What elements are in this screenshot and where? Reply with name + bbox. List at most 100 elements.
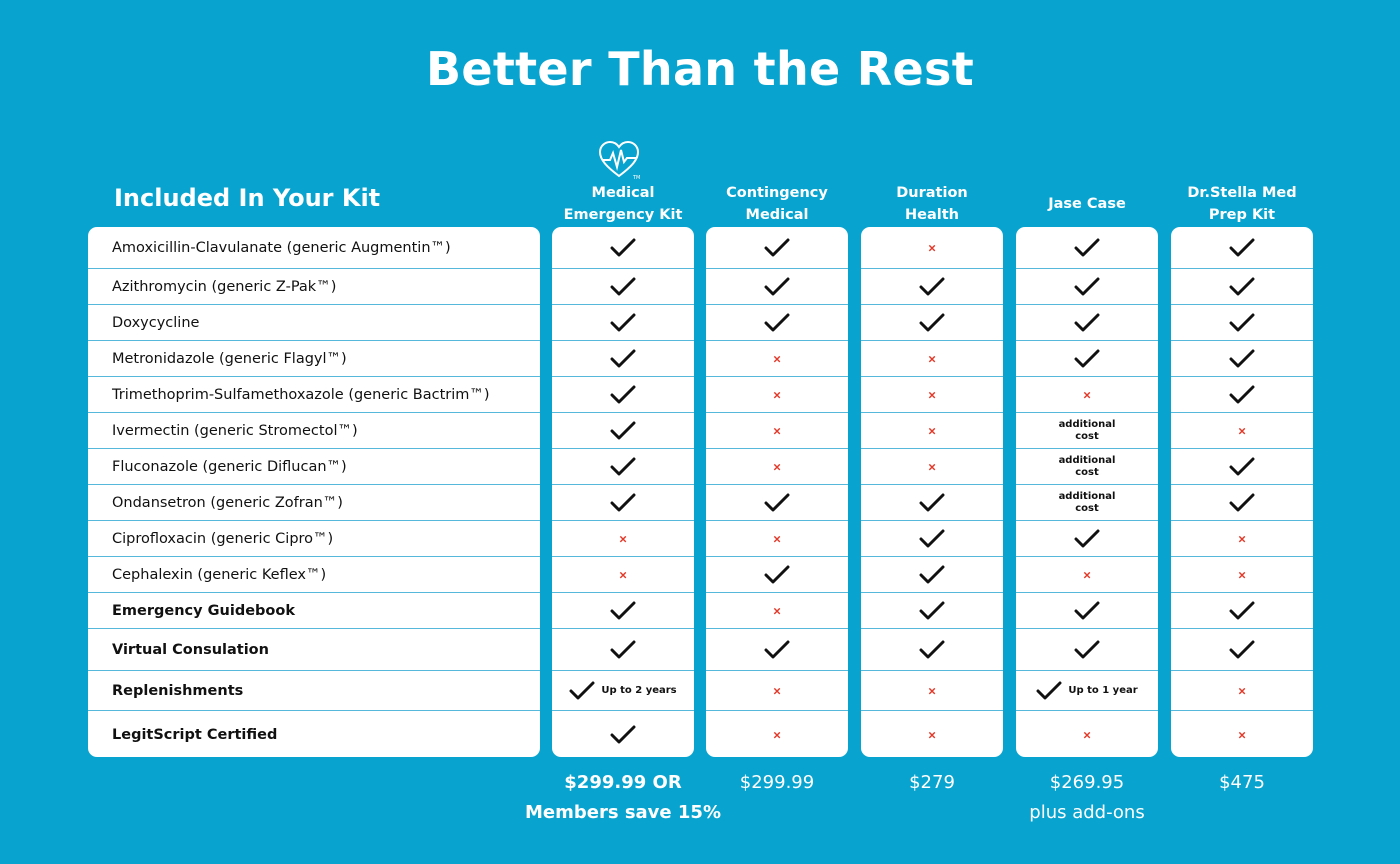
table-row: × — [1171, 670, 1313, 711]
table-row: × — [1016, 556, 1158, 593]
table-row: × — [706, 340, 848, 377]
check-icon — [919, 565, 945, 584]
table-row — [552, 710, 694, 757]
feature-label: LegitScript Certified — [112, 726, 278, 743]
cell-note: additional cost — [1058, 491, 1116, 514]
check-icon — [1074, 640, 1100, 659]
cross-icon: × — [1083, 727, 1091, 742]
cell-note: Up to 2 years — [601, 685, 677, 696]
comparison-cell — [552, 312, 694, 334]
cross-icon: × — [619, 531, 627, 547]
comparison-cell — [1171, 384, 1313, 406]
check-icon — [610, 493, 636, 512]
table-row: Virtual Consulation — [88, 628, 540, 671]
table-row: × — [861, 412, 1003, 449]
feature-label: Metronidazole (generic Flagyl™) — [112, 351, 347, 367]
svg-text:TM: TM — [632, 175, 640, 180]
table-row — [861, 556, 1003, 593]
cell-note: additional cost — [1058, 419, 1116, 442]
comparison-cell: × — [1171, 425, 1313, 438]
comparison-cell — [552, 724, 694, 746]
cell-note: additional cost — [1058, 455, 1116, 478]
table-row: × — [706, 670, 848, 711]
cross-icon: × — [928, 351, 936, 367]
comparison-cell: Up to 1 year — [1016, 680, 1158, 702]
table-row — [861, 268, 1003, 305]
price-label: $299.99 OR Members save 15% — [525, 772, 721, 823]
comparison-cell — [861, 276, 1003, 298]
table-row: × — [706, 412, 848, 449]
check-icon — [1229, 493, 1255, 512]
table-row — [706, 304, 848, 341]
table-row: × — [706, 592, 848, 629]
check-icon — [764, 313, 790, 332]
table-row — [861, 520, 1003, 557]
check-icon — [1229, 640, 1255, 659]
cross-icon: × — [1083, 387, 1091, 403]
column-header: Duration Health — [896, 185, 968, 223]
cross-icon: × — [928, 683, 936, 699]
comparison-cell — [861, 312, 1003, 334]
heart-pulse-icon: TM — [598, 140, 640, 180]
feature-label: Doxycycline — [112, 315, 200, 331]
check-icon — [1074, 238, 1100, 256]
comparison-cell: × — [1016, 389, 1158, 402]
table-row: Ciprofloxacin (generic Cipro™) — [88, 520, 540, 557]
feature-label: Ciprofloxacin (generic Cipro™) — [112, 531, 334, 547]
table-row — [552, 304, 694, 341]
table-row: Up to 2 years — [552, 670, 694, 711]
table-row — [1171, 448, 1313, 485]
table-row — [1016, 628, 1158, 671]
check-icon — [1074, 349, 1100, 368]
table-row: × — [1171, 710, 1313, 757]
column-header: Jase Case — [1048, 196, 1126, 212]
comparison-cell: × — [552, 569, 694, 582]
table-row: × — [1171, 520, 1313, 557]
table-row: LegitScript Certified — [88, 710, 540, 757]
table-row — [1171, 304, 1313, 341]
comparison-cell — [1016, 237, 1158, 259]
comparison-cell — [706, 312, 848, 334]
comparison-cell — [552, 456, 694, 478]
table-row: × — [861, 670, 1003, 711]
comparison-cell — [706, 492, 848, 514]
feature-label: Fluconazole (generic Diflucan™) — [112, 459, 347, 475]
table-row — [861, 628, 1003, 671]
feature-label: Cephalexin (generic Keflex™) — [112, 567, 327, 583]
table-row: × — [1016, 710, 1158, 757]
comparison-cell: × — [1171, 685, 1313, 698]
check-icon — [764, 565, 790, 584]
comparison-cell — [1171, 348, 1313, 370]
column-header: Contingency Medical — [726, 185, 828, 223]
check-icon — [764, 238, 790, 256]
cross-icon: × — [1238, 423, 1246, 439]
cross-icon: × — [773, 603, 781, 619]
provider-column-card: × × Up to 2 years — [552, 227, 694, 757]
table-row: × — [706, 520, 848, 557]
check-icon — [1229, 601, 1255, 620]
comparison-cell: × — [861, 685, 1003, 698]
cross-icon: × — [1238, 727, 1246, 742]
table-row: Azithromycin (generic Z-Pak™) — [88, 268, 540, 305]
table-row: additional cost — [1016, 484, 1158, 521]
check-icon — [919, 529, 945, 548]
check-icon — [1229, 349, 1255, 368]
check-icon — [1074, 601, 1100, 620]
table-row — [1171, 227, 1313, 268]
check-icon — [610, 725, 636, 743]
table-row: × — [1016, 376, 1158, 413]
cross-icon: × — [773, 683, 781, 699]
check-icon — [1074, 529, 1100, 548]
comparison-cell: Up to 2 years — [552, 680, 694, 702]
cross-icon: × — [928, 240, 936, 255]
comparison-cell — [552, 492, 694, 514]
provider-column-card: × × × × × × × × — [706, 227, 848, 757]
cross-icon: × — [928, 387, 936, 403]
table-row: × — [861, 376, 1003, 413]
check-icon — [919, 277, 945, 296]
provider-column-card: × additional cost additional cost additiona… — [1016, 227, 1158, 757]
table-row: Ivermectin (generic Stromectol™) — [88, 412, 540, 449]
comparison-cell: × — [706, 425, 848, 438]
check-icon — [764, 640, 790, 659]
comparison-cell: × — [552, 533, 694, 546]
